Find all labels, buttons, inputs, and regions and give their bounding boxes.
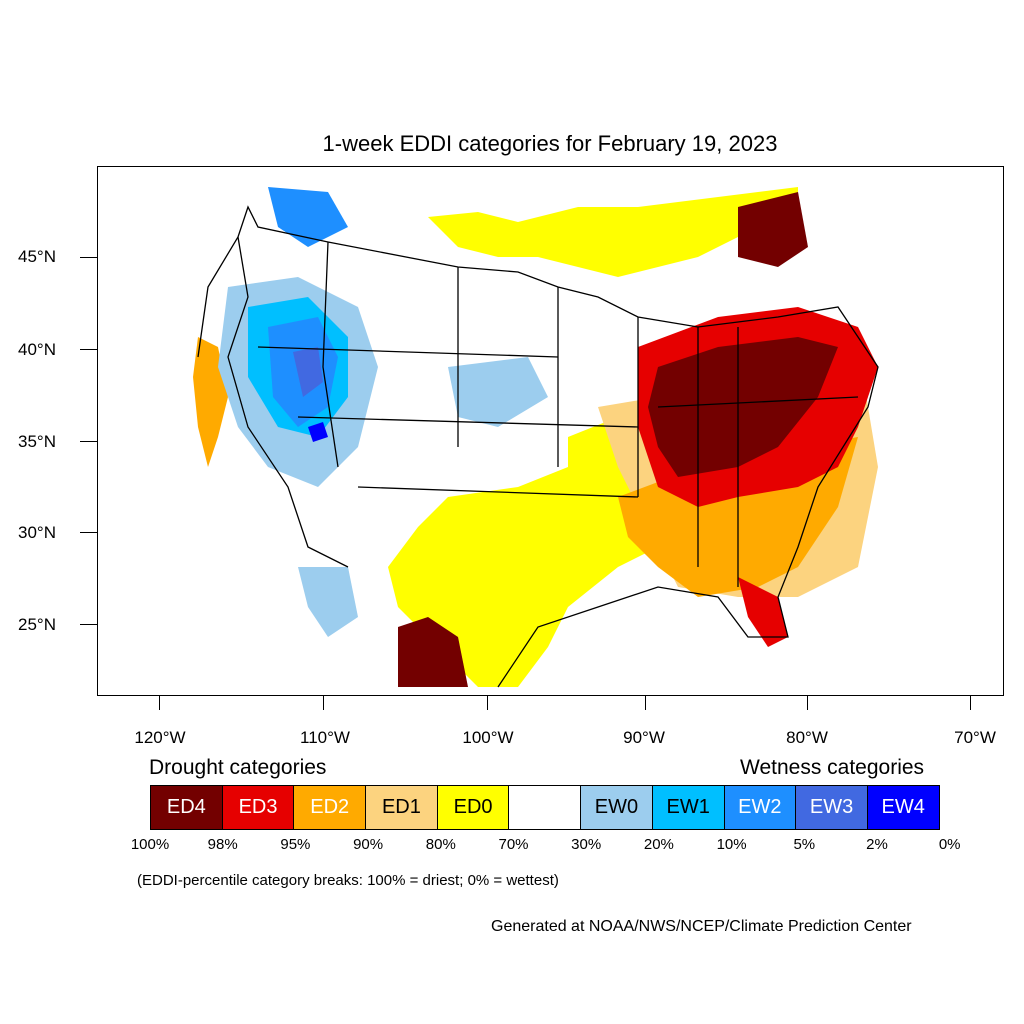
credit-text: Generated at NOAA/NWS/NCEP/Climate Predi… xyxy=(491,918,912,935)
lat-label-25: 25°N xyxy=(18,615,56,634)
ed4-region-mexico xyxy=(398,617,468,687)
lat-label-35: 35°N xyxy=(18,432,56,451)
wetness-categories-heading: Wetness categories xyxy=(740,756,925,779)
lon-label-120: 120°W xyxy=(134,728,186,747)
lat-tick xyxy=(80,624,97,625)
lon-label-100: 100°W xyxy=(462,728,514,747)
percentile-label: 10% xyxy=(716,836,747,853)
map-title: 1-week EDDI categories for February 19, … xyxy=(322,131,778,156)
lon-tick xyxy=(487,696,488,710)
lon-tick xyxy=(807,696,808,710)
percentile-label: 98% xyxy=(207,836,238,853)
lat-label-45: 45°N xyxy=(18,247,56,266)
legend-cell-ed0: ED0 xyxy=(436,785,510,830)
category-breaks-note: (EDDI-percentile category breaks: 100% =… xyxy=(137,872,559,889)
legend-cell-ed1: ED1 xyxy=(365,785,438,830)
legend-cell-ed3: ED3 xyxy=(221,785,295,830)
ed3-region-florida xyxy=(738,577,788,647)
ew0-region-plains xyxy=(448,357,548,427)
legend-cell-ed4: ED4 xyxy=(150,785,223,830)
ed4-region-ontario xyxy=(738,192,808,267)
percentile-label: 100% xyxy=(130,836,170,853)
lat-tick xyxy=(80,349,97,350)
legend-cell-ew1: EW1 xyxy=(651,785,725,830)
legend-cell-neutral xyxy=(508,785,582,830)
legend-cell-ew3: EW3 xyxy=(795,785,868,830)
lat-tick xyxy=(80,532,97,533)
lon-label-80: 80°W xyxy=(786,728,828,747)
percentile-label: 0% xyxy=(938,836,961,853)
legend-cell-ed2: ED2 xyxy=(293,785,367,830)
ed0-region-northern xyxy=(428,187,798,277)
eddi-map xyxy=(97,166,1004,696)
ew0-region-baja xyxy=(298,567,358,637)
ew4-region-west xyxy=(308,422,328,442)
ed4-region-ohio-valley xyxy=(648,337,838,477)
percentile-label: 2% xyxy=(866,836,888,853)
lon-label-90: 90°W xyxy=(623,728,665,747)
lon-tick xyxy=(970,696,971,710)
lat-label-40: 40°N xyxy=(18,340,56,359)
lat-tick xyxy=(80,257,97,258)
lon-tick xyxy=(645,696,646,710)
percentile-label: 95% xyxy=(280,836,311,853)
legend-cell-ew0: EW0 xyxy=(580,785,653,830)
percentile-label: 30% xyxy=(571,836,602,853)
percentile-label: 20% xyxy=(643,836,674,853)
percentile-label: 5% xyxy=(793,836,816,853)
lon-tick xyxy=(323,696,324,710)
legend-color-bar: ED4 ED3 ED2 ED1 ED0 EW0 EW1 EW2 EW3 EW4 xyxy=(150,785,950,830)
drought-categories-heading: Drought categories xyxy=(149,756,327,779)
lon-label-110: 110°W xyxy=(300,728,350,747)
percentile-label: 80% xyxy=(425,836,456,853)
legend-cell-ew2: EW2 xyxy=(723,785,797,830)
lon-label-70: 70°W xyxy=(954,728,996,747)
lon-tick xyxy=(159,696,160,710)
legend-cell-ew4: EW4 xyxy=(866,785,940,830)
lat-label-30: 30°N xyxy=(18,523,56,542)
lat-tick xyxy=(80,441,97,442)
ew3-region-west xyxy=(293,347,323,397)
eddi-map-canvas xyxy=(193,187,879,688)
ew1-region-pacific-nw xyxy=(268,187,348,247)
state-boundaries xyxy=(197,205,879,688)
percentile-label: 70% xyxy=(498,836,529,853)
percentile-label: 90% xyxy=(353,836,384,853)
